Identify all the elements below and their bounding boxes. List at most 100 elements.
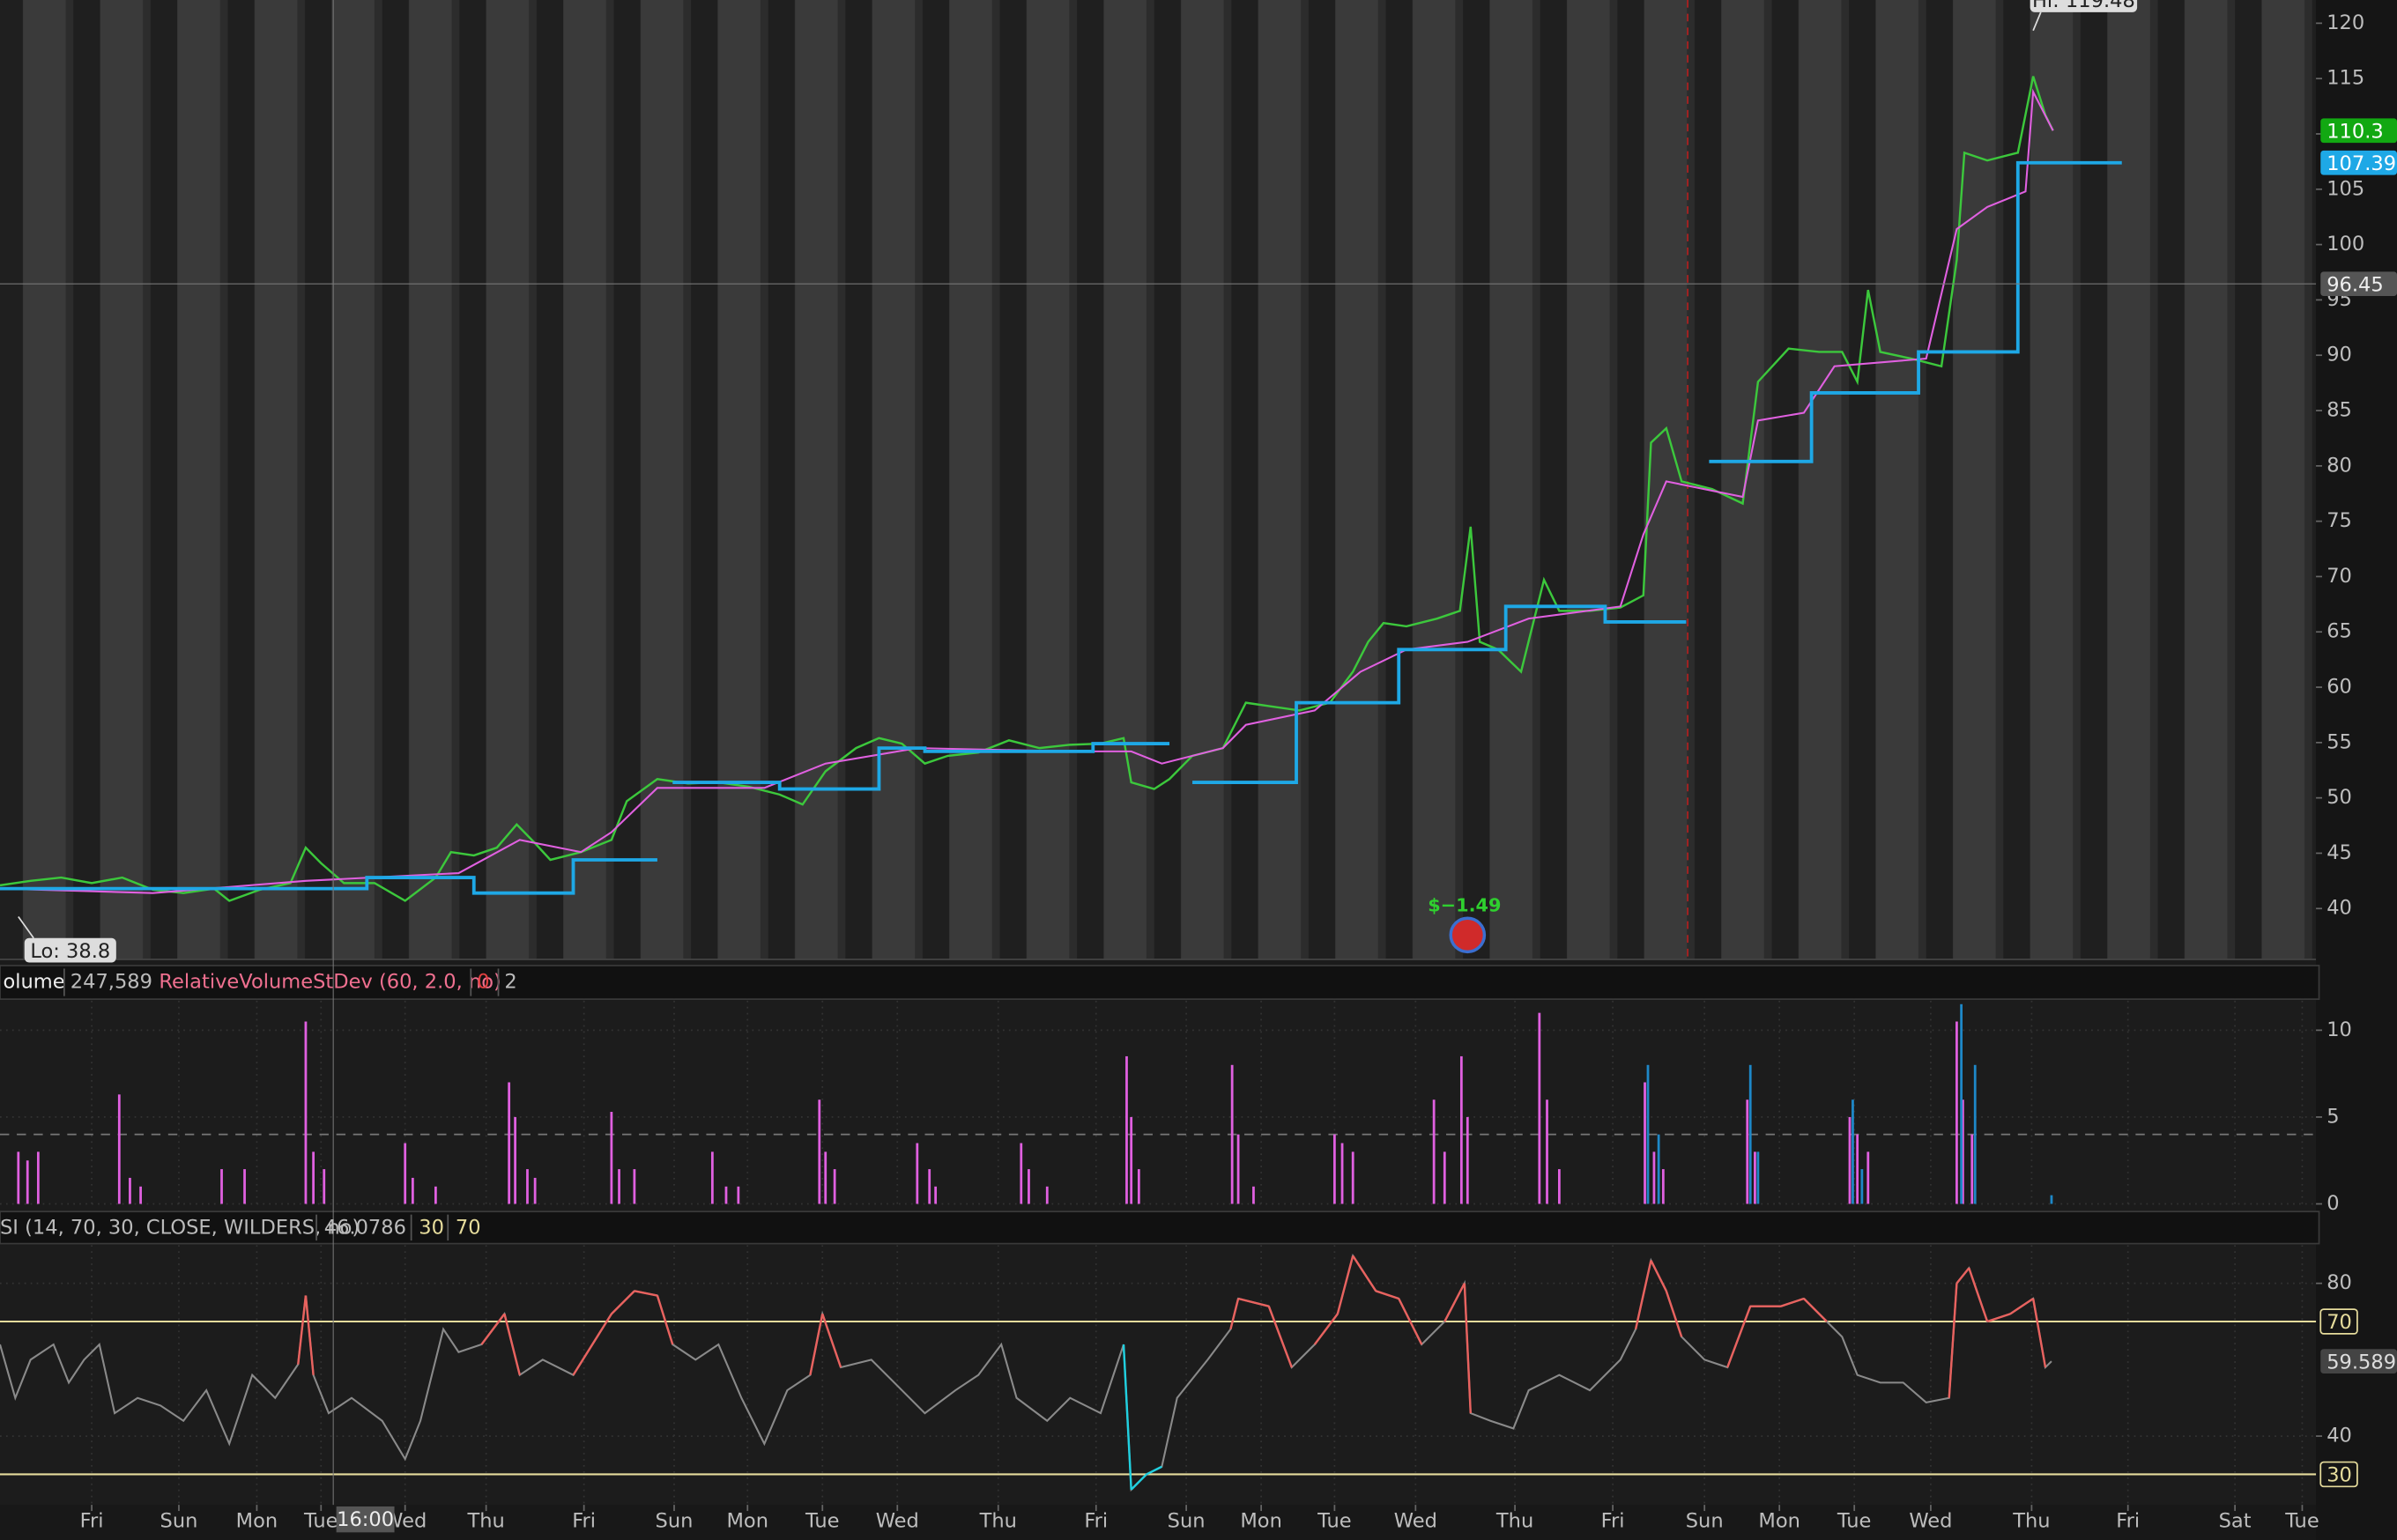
rsi-segment — [1665, 1290, 1683, 1337]
volume-bar — [1546, 1099, 1548, 1204]
y-tick-label: 0 — [2326, 1192, 2339, 1215]
x-tick-label: Fri — [572, 1510, 596, 1533]
x-tick-label: Fri — [80, 1510, 104, 1533]
volume-bar — [508, 1082, 511, 1204]
x-tick-label: Sun — [160, 1510, 198, 1533]
y-tick-label: 80 — [2326, 1271, 2352, 1294]
volume-bar — [514, 1116, 516, 1204]
volume-bar — [1351, 1151, 1354, 1204]
volume-bar — [934, 1186, 938, 1204]
rsi-header-item: SI (14, 70, 30, CLOSE, WILDERS, no) — [0, 1217, 360, 1240]
volume-bar — [1252, 1186, 1255, 1204]
x-tick-label: Mon — [1758, 1510, 1800, 1533]
rsi-segment — [821, 1313, 842, 1368]
volume-bar — [220, 1169, 223, 1204]
rsi-segment — [1634, 1260, 1652, 1329]
rsi-segment — [1130, 1473, 1147, 1491]
rsi-header-item: 30 — [419, 1217, 444, 1240]
volume-bar — [1538, 1012, 1541, 1204]
session-bands — [0, 0, 2317, 960]
volume-bar — [243, 1169, 246, 1204]
volume-bar — [139, 1186, 142, 1204]
rsi-segment — [2031, 1298, 2047, 1368]
rsi-segment — [572, 1313, 612, 1376]
rsi-segment — [1780, 1297, 1805, 1307]
rsi-segment — [2009, 1297, 2034, 1315]
volume-bar — [1856, 1134, 1859, 1204]
rsi-segment — [1948, 1283, 1958, 1398]
y-tick-label: 55 — [2326, 730, 2352, 753]
x-tick-label: Sun — [656, 1510, 694, 1533]
volume-bar — [724, 1186, 728, 1204]
rsi-segment — [1986, 1313, 2011, 1323]
rsi-segment — [1463, 1283, 1472, 1414]
volume-bar — [1230, 1064, 1234, 1204]
volume-bar — [1646, 1064, 1650, 1204]
x-tick-label: Thu — [979, 1510, 1017, 1533]
volume-bar — [1340, 1143, 1344, 1204]
rsi-segment — [1955, 1267, 1970, 1285]
volume-bar — [304, 1021, 308, 1204]
volume-bar — [916, 1143, 919, 1204]
x-tick-label: Tue — [1317, 1510, 1351, 1533]
volume-bar — [1137, 1169, 1140, 1204]
high-label-box — [2030, 0, 2138, 12]
rsi-segment — [1803, 1298, 1828, 1322]
volume-bar — [818, 1099, 821, 1204]
volume-bar — [404, 1143, 407, 1204]
volume-panel — [0, 1000, 2317, 1204]
x-tick-label: Mon — [236, 1510, 278, 1533]
volume-bar — [1333, 1134, 1336, 1204]
x-tick-label: Fri — [2116, 1510, 2140, 1533]
rsi-segment — [1229, 1298, 1240, 1329]
volume-bar — [312, 1151, 315, 1204]
volume-header-item: 2 — [504, 971, 516, 994]
y-tick-label: 40 — [2326, 1425, 2352, 1447]
low-label-box — [24, 937, 116, 963]
rsi-segment — [1313, 1313, 1339, 1345]
y-tick-label: 85 — [2326, 399, 2352, 422]
rsi-segment — [1375, 1290, 1399, 1300]
volume-bar — [1866, 1151, 1870, 1204]
x-tick-label: Tue — [303, 1510, 338, 1533]
volume-header-item: 0 — [477, 971, 489, 994]
low-label: Lo: 38.8 — [30, 940, 110, 963]
level-tag: 70 — [2326, 1311, 2352, 1334]
level-tag: 30 — [2326, 1464, 2352, 1487]
rsi-current-box — [2320, 1349, 2397, 1374]
y-tick-label: 45 — [2326, 841, 2352, 864]
volume-bar — [610, 1112, 613, 1204]
y-tick-label: 40 — [2326, 897, 2352, 920]
volume-bar — [928, 1169, 931, 1204]
x-tick-label: Thu — [2012, 1510, 2050, 1533]
volume-bar — [1443, 1151, 1446, 1204]
x-tick-label: Wed — [1909, 1510, 1952, 1533]
low-pointer — [18, 915, 34, 939]
volume-bar — [1130, 1116, 1133, 1204]
y-tick-label: 60 — [2326, 676, 2352, 699]
volume-bar — [1848, 1116, 1852, 1204]
volume-bar — [1125, 1055, 1128, 1204]
y-tick-label: 10 — [2326, 1018, 2352, 1041]
rsi-header-item: 70 — [456, 1217, 481, 1240]
y-tick-label: 105 — [2326, 177, 2364, 200]
x-tick-label: Mon — [1240, 1510, 1282, 1533]
series-line — [0, 76, 2054, 902]
y-tick-label: 115 — [2326, 67, 2364, 90]
volume-bar — [824, 1151, 827, 1204]
x-tick-label: Mon — [727, 1510, 769, 1533]
volume-bar — [526, 1169, 529, 1204]
y-tick-label: 50 — [2326, 786, 2352, 809]
rsi-segment — [1443, 1283, 1466, 1322]
volume-bar — [710, 1151, 714, 1204]
rsi-segment — [1650, 1260, 1667, 1292]
volume-bar — [17, 1151, 20, 1204]
x-tick-label: Sun — [1686, 1510, 1724, 1533]
volume-bar — [533, 1177, 537, 1204]
volume-bar — [737, 1186, 740, 1204]
high-pointer — [2032, 11, 2042, 32]
event-icon — [1449, 916, 1487, 954]
rsi-segment — [1398, 1298, 1423, 1345]
rsi-segment — [297, 1295, 308, 1365]
